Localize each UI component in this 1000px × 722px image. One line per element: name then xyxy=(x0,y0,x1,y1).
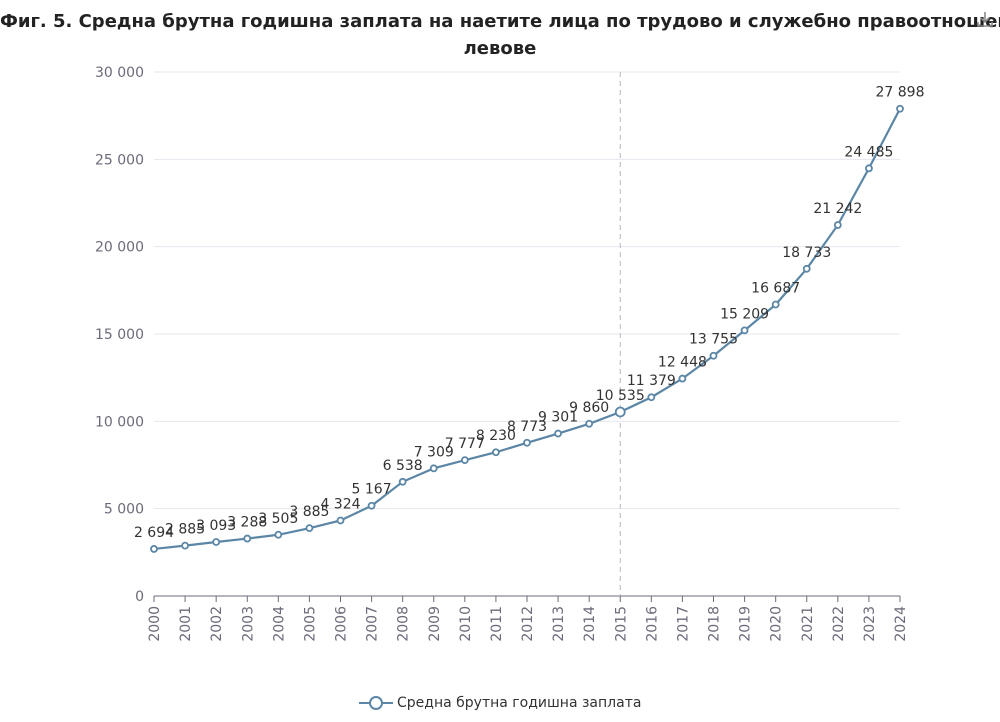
data-point xyxy=(865,164,873,173)
data-label: 9 860 xyxy=(569,400,609,416)
data-label: 24 485 xyxy=(844,144,893,160)
data-point xyxy=(305,524,314,533)
data-label: 3 288 xyxy=(227,515,267,531)
data-point xyxy=(647,393,656,402)
data-point xyxy=(678,374,687,383)
data-point xyxy=(771,300,780,309)
x-tick-label: 2021 xyxy=(800,606,816,642)
legend[interactable]: Средна брутна годишна заплата xyxy=(0,694,1000,712)
data-label: 27 898 xyxy=(876,85,925,101)
data-label: 11 379 xyxy=(627,373,676,389)
x-tick-label: 2013 xyxy=(551,606,567,642)
data-label: 6 538 xyxy=(383,458,423,474)
data-point xyxy=(740,326,749,335)
x-tick-label: 2005 xyxy=(302,606,318,642)
data-point xyxy=(212,538,221,546)
data-label: 7 309 xyxy=(414,444,454,460)
chart-title-line2: левове xyxy=(463,38,537,59)
data-point xyxy=(429,464,438,473)
data-label: 8 773 xyxy=(507,419,547,435)
y-tick-label: 15 000 xyxy=(95,327,144,343)
data-label: 15 209 xyxy=(720,306,769,322)
series-line xyxy=(153,108,901,551)
x-tick-label: 2019 xyxy=(738,606,754,642)
x-tick-label: 2014 xyxy=(582,606,598,642)
x-tick-label: 2001 xyxy=(178,606,194,642)
data-point xyxy=(585,419,594,428)
y-tick-label: 30 000 xyxy=(95,65,144,81)
x-tick-label: 2002 xyxy=(209,606,225,642)
data-label: 2 694 xyxy=(134,525,174,541)
y-tick-label: 20 000 xyxy=(95,240,144,256)
data-label: 13 755 xyxy=(689,332,738,348)
data-point xyxy=(896,104,904,113)
y-tick-label: 25 000 xyxy=(95,152,144,168)
data-label: 16 687 xyxy=(751,281,800,297)
x-tick-label: 2022 xyxy=(831,606,847,642)
x-tick-label: 2008 xyxy=(396,606,412,642)
data-label: 4 324 xyxy=(320,496,360,512)
x-tick-label: 2020 xyxy=(769,606,785,642)
data-label: 12 448 xyxy=(658,355,707,371)
data-point xyxy=(523,438,531,447)
data-point xyxy=(492,448,500,457)
data-point xyxy=(709,351,718,360)
chart-title: Фиг. 5. Средна брутна годишна заплата на… xyxy=(0,8,1000,62)
data-label: 18 733 xyxy=(782,245,831,261)
x-tick-label: 2023 xyxy=(862,606,878,642)
data-point xyxy=(243,534,252,543)
x-tick-label: 2018 xyxy=(707,606,723,642)
data-label: 21 242 xyxy=(813,201,862,217)
data-point xyxy=(336,516,345,525)
data-point xyxy=(274,530,283,539)
x-tick-label: 2024 xyxy=(893,606,909,642)
x-tick-label: 2015 xyxy=(613,606,629,642)
data-label: 2 885 xyxy=(165,522,205,538)
data-point xyxy=(554,429,562,438)
data-label: 7 777 xyxy=(445,436,485,452)
y-tick-label: 5 000 xyxy=(104,502,144,518)
data-label: 3 885 xyxy=(289,504,329,520)
data-point xyxy=(833,221,842,229)
data-point xyxy=(398,477,407,486)
data-label: 10 535 xyxy=(596,388,645,404)
data-label: 8 230 xyxy=(476,428,516,444)
x-tick-label: 2011 xyxy=(489,606,505,642)
x-tick-label: 2016 xyxy=(644,606,660,642)
data-label: 3 093 xyxy=(196,518,236,534)
x-tick-label: 2009 xyxy=(427,606,443,642)
data-point xyxy=(460,456,469,465)
x-tick-label: 2010 xyxy=(458,606,474,642)
chart-title-line1: Фиг. 5. Средна брутна годишна заплата на… xyxy=(0,11,1000,32)
download-icon[interactable] xyxy=(976,10,994,28)
data-point xyxy=(614,406,626,418)
x-tick-label: 2004 xyxy=(271,606,287,642)
x-tick-label: 2006 xyxy=(334,606,350,642)
x-tick-label: 2017 xyxy=(675,606,691,642)
x-tick-label: 2000 xyxy=(147,606,163,642)
legend-label: Средна брутна годишна заплата xyxy=(397,695,642,711)
data-point xyxy=(150,545,158,553)
x-tick-label: 2007 xyxy=(365,606,381,642)
legend-marker-icon xyxy=(358,696,393,710)
data-point xyxy=(367,501,376,510)
data-label: 3 505 xyxy=(258,511,298,527)
x-tick-label: 2012 xyxy=(520,606,536,642)
y-tick-label: 0 xyxy=(135,589,144,605)
y-tick-label: 10 000 xyxy=(95,414,144,430)
data-label: 9 301 xyxy=(538,410,578,426)
data-point xyxy=(181,541,189,550)
x-tick-label: 2003 xyxy=(240,606,256,642)
data-point xyxy=(802,264,811,273)
data-label: 5 167 xyxy=(352,482,392,498)
